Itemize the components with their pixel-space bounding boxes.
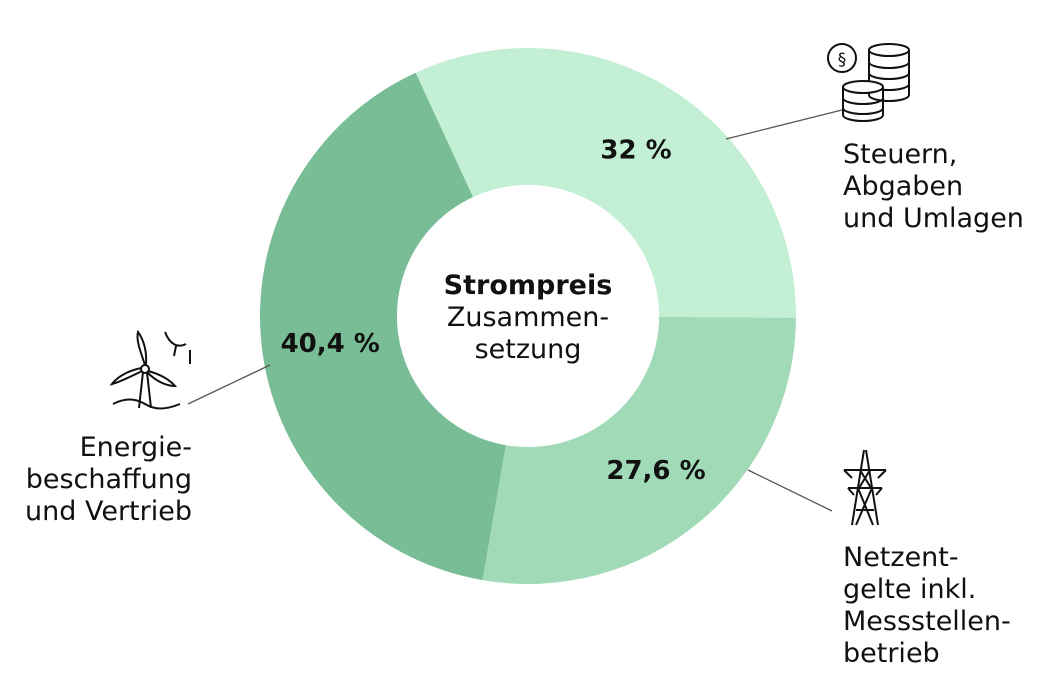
- donut-slices: [260, 48, 797, 584]
- slice-value-label: 40,4 %: [281, 329, 380, 359]
- slice-label-line: Steuern,: [843, 139, 958, 170]
- coins-paragraph-icon: §: [827, 43, 910, 122]
- slice-value-label: 27,6 %: [606, 456, 705, 486]
- slice-label-line: beschaffung: [25, 464, 192, 495]
- slice-label-line: Netzent-: [843, 542, 959, 573]
- slice-label-line: Energie-: [79, 432, 192, 463]
- power-pylon-icon: [843, 449, 887, 526]
- slice-label-steuern: Steuern, Abgaben und Umlagen: [843, 139, 1024, 235]
- wind-turbine-icon: [109, 329, 191, 410]
- donut-slice: [482, 316, 796, 584]
- slice-label-line: Messstellen-: [843, 606, 1011, 637]
- slice-label-line: Abgaben: [843, 171, 964, 202]
- slice-label-line: und Umlagen: [843, 203, 1024, 234]
- slice-label-netzentgelte: Netzent- gelte inkl. Messstellen- betrie…: [843, 542, 1011, 670]
- center-subtitle-line-1: Zusammen-: [446, 302, 610, 333]
- center-label: Strompreis Zusammen- setzung: [398, 270, 658, 366]
- svg-text:§: §: [838, 50, 847, 70]
- leader-line-netzentgelte: [747, 469, 833, 512]
- leader-line-steuern: [725, 109, 843, 140]
- donut-slice: [260, 72, 506, 581]
- leader-line-energie: [187, 364, 271, 405]
- donut-hole: [397, 185, 659, 447]
- slice-label-line: gelte inkl.: [843, 574, 977, 605]
- slice-value-label: 32 %: [600, 135, 671, 165]
- slice-label-line: und Vertrieb: [25, 496, 192, 527]
- donut-slice: [415, 48, 797, 318]
- center-subtitle-line-2: setzung: [474, 334, 582, 365]
- slice-label-energie: Energie- beschaffung und Vertrieb: [10, 432, 192, 528]
- value-labels: 32 % 27,6 % 40,4 %: [281, 135, 706, 486]
- slice-label-line: betrieb: [843, 638, 940, 669]
- leader-lines: [187, 109, 843, 512]
- center-title: Strompreis: [443, 270, 613, 301]
